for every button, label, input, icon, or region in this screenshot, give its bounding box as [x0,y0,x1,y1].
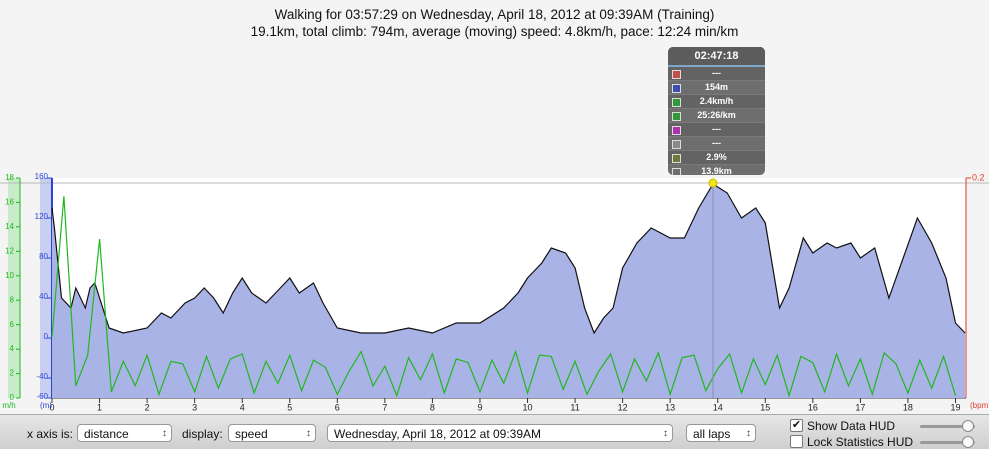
speed-tick-label: 18 [5,173,14,182]
hud-row: 2.4km/h [668,95,765,109]
altitude-tick-label: 40 [39,292,48,301]
cursor-dot [708,178,718,188]
lock-hud-label: Lock Statistics HUD [807,435,914,449]
x-tick-label: 6 [335,402,340,412]
altitude-unit: (m) [40,401,52,410]
activity-select[interactable]: Wednesday, April 18, 2012 at 09:39AM [327,424,673,443]
x-axis-label: x axis is: [27,427,74,441]
speed-tick-label: 16 [5,198,14,207]
x-tick-label: 2 [145,402,150,412]
hud-swatch [672,84,681,93]
display-label: display: [182,427,223,441]
hud-row: --- [668,67,765,81]
hud-value: 2.9% [706,152,727,162]
hud-row: --- [668,123,765,137]
x-tick-label: 7 [382,402,387,412]
speed-tick-label: 4 [10,344,15,353]
x-tick-label: 11 [570,402,579,412]
hud-value: 13.9km [701,166,732,175]
x-tick-label: 13 [665,402,675,412]
hud-value: --- [712,68,721,78]
hud-swatch [672,112,681,121]
speed-tick-label: 0 [10,393,15,402]
slider-knob[interactable] [962,436,974,448]
data-hud: 02:47:18 --- 154m 2.4km/h 25:26/km --- --- 2.9… [668,47,765,175]
title-line: Walking for 03:57:29 on Wednesday, April… [274,7,715,22]
altitude-axis-band [40,178,52,398]
x-tick-label: 5 [287,402,292,412]
x-tick-label: 4 [240,402,245,412]
altitude-tick-label: 160 [35,172,49,181]
chart: 0 1 2 3 4 5 6 7 8 9 10 11 12 13 14 15 16 17 18 19-60-400408… [0,172,989,412]
show-hud-label: Show Data HUD [807,419,896,433]
x-axis-select[interactable]: distance [77,424,172,443]
hud-value: 154m [704,82,729,92]
hud-swatch [672,98,681,107]
hud-row: 154m [668,81,765,95]
show-hud-checkbox[interactable]: ✔ [790,419,803,432]
laps-select[interactable]: all laps [686,424,756,443]
altitude-tick-label: 120 [35,212,49,221]
x-tick-label: 16 [808,402,818,412]
speed-axis-band [8,178,20,398]
hud-swatch [672,140,681,149]
hud-swatch [672,126,681,135]
x-tick-label: 3 [192,402,197,412]
lock-hud-checkbox[interactable] [790,435,803,448]
speed-tick-label: 6 [10,320,15,329]
hud-value: 25:26/km [697,110,736,120]
speed-tick-label: 12 [5,246,14,255]
slider-knob[interactable] [962,420,974,432]
x-tick-label: 18 [903,402,913,412]
hud-value: --- [712,138,721,148]
hud-value: 2.4km/h [699,96,734,106]
hud-row: 25:26/km [668,109,765,123]
slider-track[interactable] [920,425,975,428]
hr-tick-label: 0.2 [972,172,985,182]
hud-value: --- [712,124,721,134]
hud-time: 02:47:18 [668,47,765,67]
altitude-line [51,183,966,335]
x-tick-label: 1 [97,402,102,412]
speed-unit: m/h [2,401,15,410]
altitude-tick-label: -40 [36,372,48,381]
hud-row: --- [668,137,765,151]
altitude-tick-label: -60 [36,392,48,401]
hr-unit: (bpm [970,401,989,410]
slider-track[interactable] [920,441,975,444]
x-tick-label: 0 [49,402,54,412]
hud-swatch [672,70,681,79]
hud-swatch [672,168,681,175]
speed-tick-label: 10 [5,271,14,280]
x-tick-label: 9 [477,402,482,412]
toolbar: x axis is: distance display: speed Wedne… [0,414,989,449]
display-select[interactable]: speed [228,424,316,443]
speed-tick-label: 14 [5,222,14,231]
hud-row: 13.9km [668,165,765,175]
speed-tick-label: 8 [10,295,15,304]
hud-swatch [672,154,681,163]
x-tick-label: 10 [523,402,533,412]
x-tick-label: 8 [430,402,435,412]
x-tick-label: 17 [855,402,865,412]
altitude-tick-label: 0 [44,332,49,341]
altitude-tick-label: 80 [39,252,48,261]
x-tick-label: 12 [618,402,628,412]
x-tick-label: 14 [713,402,723,412]
speed-line [51,196,957,398]
hud-row: 2.9% [668,151,765,165]
x-tick-label: 19 [950,402,960,412]
x-tick-label: 15 [760,402,770,412]
altitude-area [52,184,965,398]
speed-tick-label: 2 [10,369,15,378]
subtitle-line: 19.1km, total climb: 794m, average (movi… [250,24,739,39]
